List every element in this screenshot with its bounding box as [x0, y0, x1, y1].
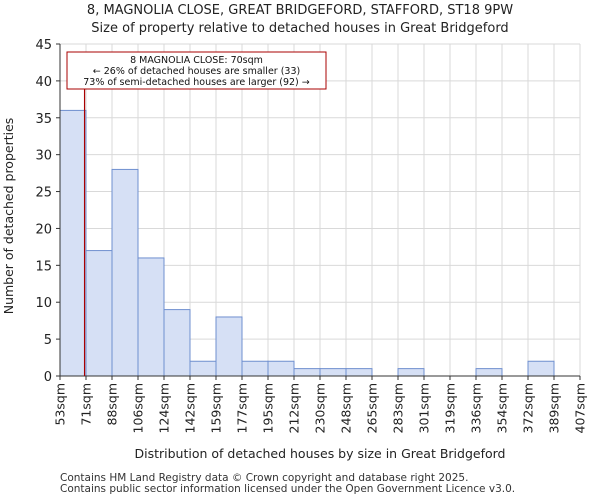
bar	[137, 257, 165, 377]
x-tick-label: 71sqm	[79, 383, 94, 426]
y-tick-label: 40	[35, 75, 52, 90]
bar	[215, 316, 243, 377]
bar	[319, 368, 347, 377]
x-ticks: 53sqm 71sqm 88sqm 106sqm 124sqm 142sqm 159sqm 1…	[53, 376, 588, 433]
y-tick-label: 15	[35, 259, 52, 274]
y-tick-label: 10	[35, 296, 52, 311]
footer: Contains HM Land Registry data © Crown c…	[60, 473, 515, 495]
chart-title: 8, MAGNOLIA CLOSE, GREAT BRIDGEFORD, STA…	[86, 3, 514, 18]
x-tick-label: 407sqm	[573, 383, 588, 433]
x-tick-label: 212sqm	[287, 383, 302, 433]
annotation-line-2: ← 26% of detached houses are smaller (33…	[93, 66, 300, 77]
y-tick-label: 30	[35, 149, 52, 164]
x-tick-label: 88sqm	[105, 383, 120, 426]
y-tick-label: 20	[35, 222, 52, 237]
annotation-line-1: 8 MAGNOLIA CLOSE: 70sqm	[130, 55, 263, 66]
bar	[475, 368, 503, 377]
annotation-line-3: 73% of semi-detached houses are larger (…	[83, 77, 310, 88]
bar	[293, 368, 321, 377]
annotation-frame	[66, 51, 327, 90]
x-tick-label: 389sqm	[547, 383, 562, 433]
x-tick-label: 283sqm	[391, 383, 406, 433]
x-tick-label: 336sqm	[469, 383, 484, 433]
y-tick-label: 0	[44, 370, 52, 385]
bar	[345, 368, 373, 377]
y-tick-label: 35	[35, 112, 52, 127]
x-axis-label: Distribution of detached houses by size …	[135, 446, 506, 461]
bar	[397, 368, 425, 377]
chart-title-block: 8, MAGNOLIA CLOSE, GREAT BRIDGEFORD, STA…	[0, 2, 600, 38]
bar	[111, 168, 139, 377]
bar	[267, 360, 295, 377]
x-tick-label: 301sqm	[417, 383, 432, 433]
x-tick-label: 142sqm	[183, 383, 198, 433]
x-tick-label: 372sqm	[521, 383, 536, 433]
bar	[85, 250, 113, 377]
bars	[59, 109, 555, 377]
bar	[189, 360, 217, 377]
x-tick-label: 159sqm	[209, 383, 224, 433]
histogram-chart: 0 5 10 15 20 25 30 35 40 45 53sqm 71sqm 88sqm 106sqm…	[1, 38, 588, 461]
y-tick-label: 25	[35, 186, 52, 201]
x-tick-label: 319sqm	[443, 383, 458, 433]
bar	[241, 360, 269, 377]
x-tick-label: 195sqm	[261, 383, 276, 433]
x-tick-label: 230sqm	[313, 383, 328, 433]
footer-line-1: Contains HM Land Registry data © Crown c…	[60, 472, 469, 484]
y-ticks: 0 5 10 15 20 25 30 35 40 45	[35, 38, 60, 385]
y-axis-label: Number of detached properties	[1, 118, 16, 315]
annotation-box: 8 MAGNOLIA CLOSE: 70sqm ← 26% of detache…	[66, 51, 327, 90]
bar	[527, 360, 555, 377]
footer-line-2: Contains public sector information licen…	[60, 483, 516, 495]
x-tick-label: 354sqm	[495, 383, 510, 433]
x-tick-label: 124sqm	[157, 383, 172, 433]
bar	[59, 109, 87, 377]
chart-subtitle: Size of property relative to detached ho…	[91, 21, 509, 36]
x-tick-label: 53sqm	[53, 383, 68, 426]
x-tick-label: 106sqm	[131, 383, 146, 433]
x-tick-label: 177sqm	[235, 383, 250, 433]
x-tick-label: 248sqm	[339, 383, 354, 433]
x-tick-label: 265sqm	[365, 383, 380, 433]
y-tick-label: 5	[44, 333, 52, 348]
y-tick-label: 45	[35, 38, 52, 53]
bar	[163, 309, 191, 377]
